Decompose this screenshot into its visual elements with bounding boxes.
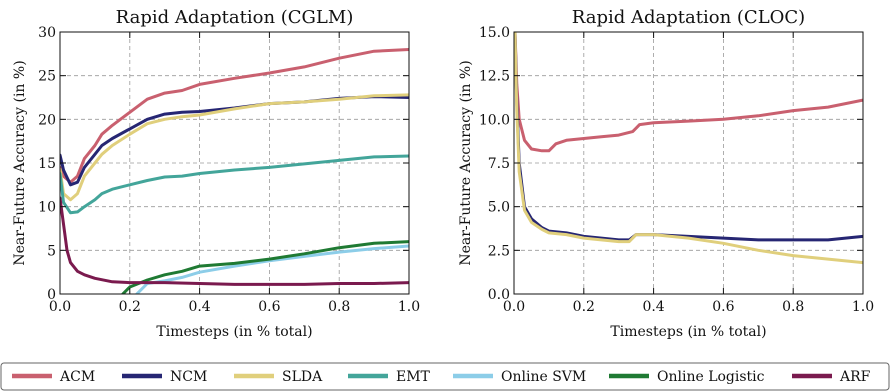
y-axis-label: Near-Future Accuracy (in %) <box>458 60 474 265</box>
series-line-acm <box>60 48 409 184</box>
grid <box>514 32 863 294</box>
chart-cglm: 0.0 0.2 0.4 0.6 0.8 1.0 0 5 10 15 20 25 30 Rapid Adap… <box>12 7 420 340</box>
legend-label: EMT <box>396 369 431 385</box>
y-axis-label: Near-Future Accuracy (in %) <box>12 60 28 265</box>
x-tick-label: 0.4 <box>642 299 664 315</box>
legend: ACM NCM SLDA EMT Online SVM Online Logistic AR… <box>0 362 890 391</box>
ticks: 0.0 0.2 0.4 0.6 0.8 1.0 0.0 2.5 5.0 7.5 10.0 12.5 15… <box>479 25 874 315</box>
x-tick-label: 1.0 <box>398 299 420 315</box>
series-line-arf <box>60 196 409 286</box>
y-tick-label: 10 <box>38 200 56 216</box>
grid <box>60 32 409 294</box>
x-tick-label: 0.2 <box>573 299 595 315</box>
legend-item-online-svm: Online SVM <box>453 369 586 385</box>
series-line-slda <box>514 32 863 265</box>
x-axis-label: Timesteps (in % total) <box>156 324 312 340</box>
y-tick-label: 15 <box>38 156 56 172</box>
legend-item-arf: ARF <box>792 369 871 385</box>
y-tick-label: 5.0 <box>488 200 510 216</box>
x-tick-label: 0.8 <box>782 299 804 315</box>
chart-cloc: 0.0 0.2 0.4 0.6 0.8 1.0 0.0 2.5 5.0 7.5 10.0 12.5 15… <box>458 7 874 340</box>
x-tick-label: 0.0 <box>503 299 525 315</box>
x-tick-label: 0.8 <box>328 299 350 315</box>
x-axis-label: Timesteps (in % total) <box>610 324 766 340</box>
legend-label: ARF <box>839 369 871 385</box>
series-group <box>514 32 863 265</box>
series-line-online-svm <box>135 244 409 294</box>
legend-item-slda: SLDA <box>234 369 323 385</box>
y-tick-label: 7.5 <box>488 156 510 172</box>
legend-item-acm: ACM <box>12 369 95 385</box>
y-tick-label: 0.0 <box>488 287 510 303</box>
series-line-ncm <box>514 32 863 242</box>
legend-label: Online SVM <box>501 369 586 385</box>
legend-label: ACM <box>59 369 95 385</box>
legend-item-ncm: NCM <box>122 369 207 385</box>
y-tick-label: 15.0 <box>479 25 510 41</box>
legend-item-emt: EMT <box>348 369 431 385</box>
y-tick-label: 0 <box>47 287 56 303</box>
x-tick-label: 0.4 <box>188 299 210 315</box>
y-tick-label: 25 <box>38 69 56 85</box>
legend-item-online-logistic: Online Logistic <box>609 369 765 385</box>
ticks: 0.0 0.2 0.4 0.6 0.8 1.0 0 5 10 15 20 25 30 <box>38 25 420 315</box>
series-line-acm <box>514 32 863 153</box>
y-tick-label: 20 <box>38 112 56 128</box>
chart-title: Rapid Adaptation (CGLM) <box>116 7 354 28</box>
series-group <box>60 48 409 294</box>
x-tick-label: 1.0 <box>852 299 874 315</box>
y-tick-label: 10.0 <box>479 112 510 128</box>
x-tick-label: 0.2 <box>119 299 141 315</box>
legend-label: NCM <box>170 369 207 385</box>
series-line-slda <box>60 93 409 202</box>
series-line-emt <box>60 154 409 215</box>
chart-title: Rapid Adaptation (CLOC) <box>572 7 805 28</box>
y-tick-label: 5 <box>47 243 56 259</box>
legend-label: SLDA <box>282 369 323 385</box>
legend-label: Online Logistic <box>657 369 765 385</box>
x-tick-label: 0.0 <box>49 299 71 315</box>
legend-frame <box>0 362 890 391</box>
y-tick-label: 2.5 <box>488 243 510 259</box>
y-tick-label: 12.5 <box>479 69 510 85</box>
y-tick-label: 30 <box>38 25 56 41</box>
x-tick-label: 0.6 <box>712 299 734 315</box>
x-tick-label: 0.6 <box>258 299 280 315</box>
